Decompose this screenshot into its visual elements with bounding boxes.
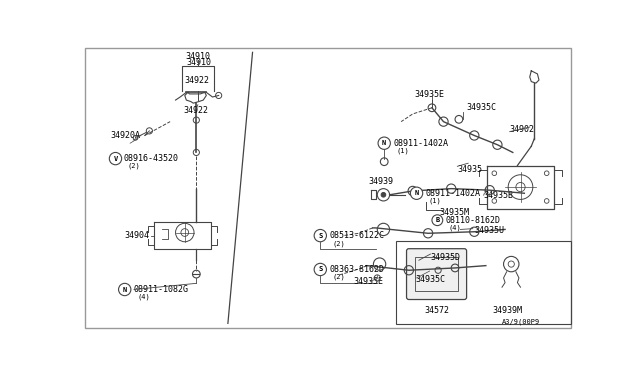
Text: 34902: 34902 (509, 125, 535, 134)
Text: V: V (113, 155, 118, 161)
Text: 34922: 34922 (183, 106, 208, 115)
Circle shape (314, 230, 326, 242)
Text: 08911-1402A: 08911-1402A (394, 139, 449, 148)
Bar (415, 257, 458, 291)
Text: 34935D: 34935D (431, 253, 460, 262)
Text: 08363-8162D: 08363-8162D (330, 265, 385, 274)
Text: 34935E: 34935E (414, 90, 444, 99)
Text: 34572: 34572 (424, 306, 449, 315)
Circle shape (378, 137, 390, 150)
Text: S: S (318, 232, 323, 238)
Text: 34920A: 34920A (111, 131, 141, 140)
Text: 34935: 34935 (458, 165, 483, 174)
Circle shape (109, 153, 122, 165)
Circle shape (118, 283, 131, 296)
Text: 34939: 34939 (368, 177, 393, 186)
Text: 34904: 34904 (124, 231, 149, 240)
Circle shape (314, 263, 326, 276)
Text: 34910: 34910 (186, 52, 211, 61)
Text: (2): (2) (127, 162, 140, 169)
Text: (2): (2) (333, 274, 346, 280)
Text: (1): (1) (397, 148, 410, 154)
Text: (4): (4) (137, 294, 150, 301)
Text: B: B (435, 217, 440, 223)
Circle shape (432, 215, 443, 225)
Circle shape (410, 187, 422, 199)
Text: 34935E: 34935E (353, 277, 383, 286)
Text: S: S (318, 266, 323, 272)
Text: N: N (123, 286, 127, 292)
Text: 08110-8162D: 08110-8162D (445, 216, 500, 225)
Text: N: N (415, 190, 419, 196)
Text: N: N (382, 140, 387, 146)
FancyBboxPatch shape (406, 249, 467, 299)
Text: 08916-43520: 08916-43520 (124, 154, 179, 163)
Text: A3/9(00P9: A3/9(00P9 (502, 318, 540, 325)
Text: 34935C: 34935C (467, 103, 497, 112)
Text: (4): (4) (448, 225, 461, 231)
Text: 34910: 34910 (186, 58, 211, 67)
Text: 34939M: 34939M (492, 306, 522, 315)
Text: 34935M: 34935M (440, 208, 470, 217)
Bar (396, 241, 572, 324)
Text: 34935C: 34935C (415, 275, 445, 284)
Text: 34935U: 34935U (474, 227, 504, 235)
Text: 08911-1402A: 08911-1402A (426, 189, 481, 198)
Text: 34935B: 34935B (484, 191, 513, 200)
Text: 08911-1082G: 08911-1082G (134, 285, 189, 294)
Text: (1): (1) (429, 198, 442, 204)
Text: 34922: 34922 (185, 76, 210, 84)
Text: 08513-6122C: 08513-6122C (330, 231, 385, 240)
Circle shape (381, 192, 386, 197)
Text: (2): (2) (333, 240, 346, 247)
